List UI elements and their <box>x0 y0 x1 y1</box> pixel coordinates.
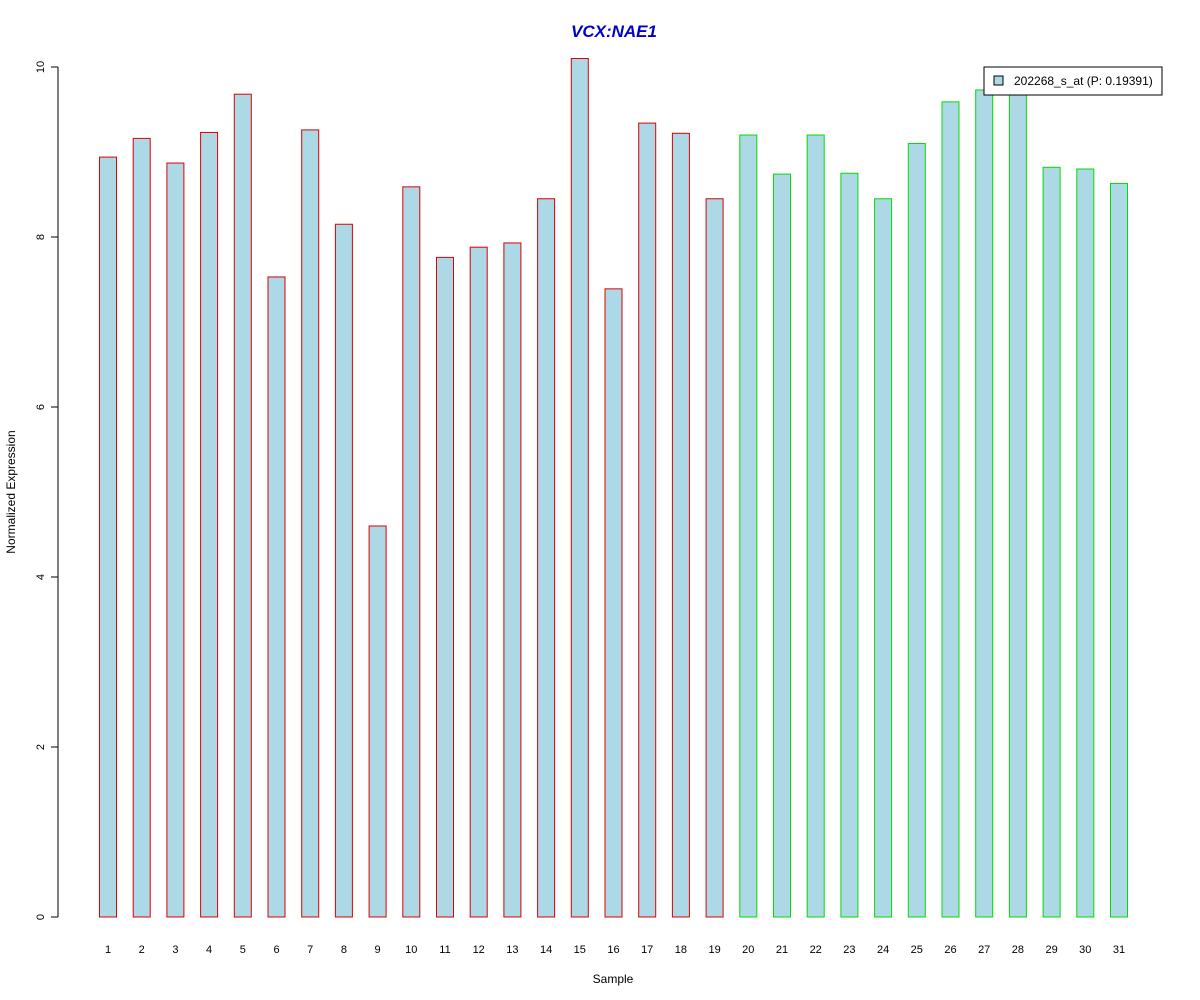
y-axis-label: Normalized Expression <box>4 430 18 553</box>
y-tick-label: 2 <box>35 744 47 750</box>
x-tick-label: 18 <box>675 944 687 956</box>
bar-sample-3 <box>166 162 185 918</box>
bar-sample-6 <box>267 276 286 918</box>
x-tick-label: 24 <box>877 944 889 956</box>
x-tick-label: 14 <box>540 944 552 956</box>
x-tick-label: 9 <box>375 944 381 956</box>
y-tick-label: 4 <box>35 574 47 580</box>
bar-sample-11 <box>436 256 454 918</box>
bar-sample-12 <box>469 246 488 918</box>
x-axis-label: Sample <box>593 972 634 986</box>
x-tick-label: 16 <box>607 944 619 956</box>
bar-sample-22 <box>806 134 825 918</box>
x-tick-label: 11 <box>439 944 450 956</box>
x-tick-label: 8 <box>341 944 347 956</box>
bar-sample-1 <box>99 156 117 918</box>
x-tick-label: 30 <box>1079 944 1091 956</box>
y-axis: 0 2 4 6 8 10 <box>35 61 59 920</box>
y-tick-label: 10 <box>35 61 47 73</box>
x-axis-ticks: 1 2 3 4 5 6 7 8 9 10 11 12 13 14 15 16 17 18 19 20 21 22 23 24 2… <box>105 944 1125 956</box>
bar-sample-13 <box>503 242 522 918</box>
bar-sample-18 <box>671 132 690 918</box>
x-tick-label: 12 <box>473 944 485 956</box>
x-tick-label: 5 <box>240 944 246 956</box>
y-tick-label: 8 <box>35 234 47 240</box>
bar-sample-29 <box>1042 166 1061 918</box>
chart-title: VCX:NAE1 <box>571 22 657 41</box>
bar-sample-28 <box>1008 88 1027 918</box>
x-tick-label: 4 <box>206 944 212 956</box>
x-tick-label: 31 <box>1113 944 1125 956</box>
bar-sample-19 <box>705 198 724 918</box>
bar-sample-17 <box>638 122 657 918</box>
legend: 202268_s_at (P: 0.19391) <box>983 66 1163 96</box>
bar-sample-5 <box>233 93 252 918</box>
bar-sample-4 <box>200 131 219 918</box>
legend-entry: 202268_s_at (P: 0.19391) <box>1014 74 1153 88</box>
bar-sample-7 <box>301 129 320 918</box>
legend-swatch <box>993 75 1004 86</box>
bar-sample-16 <box>604 288 623 918</box>
x-tick-label: 19 <box>708 944 720 956</box>
bar-sample-21 <box>773 173 791 918</box>
x-tick-label: 1 <box>105 944 111 956</box>
x-tick-label: 17 <box>641 944 653 956</box>
bar-sample-24 <box>874 198 893 918</box>
x-tick-label: 27 <box>978 944 990 956</box>
x-tick-label: 25 <box>911 944 923 956</box>
y-tick-label: 6 <box>35 404 47 410</box>
bar-sample-2 <box>132 137 151 918</box>
x-tick-label: 26 <box>944 944 956 956</box>
bar-sample-10 <box>402 186 421 918</box>
x-tick-label: 23 <box>843 944 855 956</box>
bars <box>99 58 1128 918</box>
x-tick-label: 29 <box>1045 944 1057 956</box>
bar-sample-20 <box>739 134 758 918</box>
bar-sample-15 <box>570 58 589 918</box>
bar-sample-27 <box>975 89 994 918</box>
x-tick-label: 10 <box>405 944 417 956</box>
x-tick-label: 21 <box>776 944 788 956</box>
x-tick-label: 7 <box>307 944 313 956</box>
bar-sample-31 <box>1110 182 1128 918</box>
bar-sample-9 <box>368 525 387 918</box>
bar-sample-25 <box>907 143 926 918</box>
bar-sample-30 <box>1076 168 1095 918</box>
bar-sample-8 <box>334 223 353 918</box>
y-tick-label: 0 <box>35 914 47 920</box>
x-tick-label: 3 <box>172 944 178 956</box>
bar-sample-14 <box>537 198 556 918</box>
x-tick-label: 20 <box>742 944 754 956</box>
x-tick-label: 15 <box>574 944 586 956</box>
x-tick-label: 28 <box>1012 944 1024 956</box>
x-tick-label: 6 <box>273 944 279 956</box>
bar-sample-23 <box>840 172 859 918</box>
x-tick-label: 2 <box>139 944 145 956</box>
x-tick-label: 22 <box>810 944 822 956</box>
bar-sample-26 <box>941 101 960 918</box>
x-tick-label: 13 <box>506 944 518 956</box>
legend-box <box>983 66 1163 96</box>
